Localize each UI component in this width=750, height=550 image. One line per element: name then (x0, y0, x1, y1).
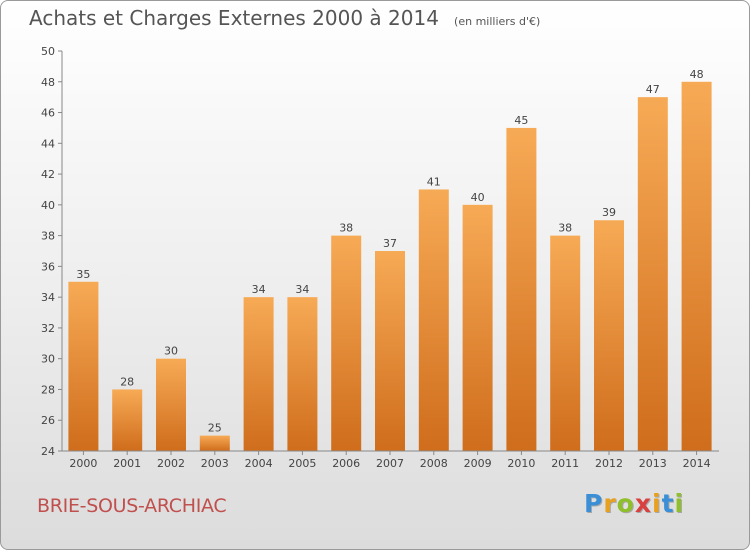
y-tick-label: 38 (41, 230, 55, 243)
chart-title-block: Achats et Charges Externes 2000 à 2014 (… (29, 6, 540, 30)
bar-2004 (243, 297, 274, 451)
bar-2012 (594, 220, 624, 451)
bar-2013 (637, 97, 668, 452)
data-label-2014: 48 (690, 68, 704, 81)
data-label-2010: 45 (514, 114, 528, 127)
data-label-2005: 34 (295, 283, 309, 296)
x-tick-label: 2004 (245, 457, 273, 470)
x-tick-label: 2003 (201, 457, 229, 470)
bar-2011 (550, 235, 581, 451)
data-label-2000: 35 (76, 268, 90, 281)
data-label-2007: 37 (383, 237, 397, 250)
x-tick-label: 2006 (332, 457, 360, 470)
x-tick-label: 2005 (288, 457, 316, 470)
x-tick-label: 2008 (420, 457, 448, 470)
y-tick-label: 24 (41, 445, 55, 458)
y-tick-label: 50 (41, 45, 55, 58)
y-tick-label: 28 (41, 383, 55, 396)
y-tick-label: 34 (41, 291, 55, 304)
logo-letter: r (603, 489, 617, 518)
data-label-2002: 30 (164, 345, 178, 358)
x-tick-label: 2013 (639, 457, 667, 470)
bar-2000 (68, 281, 99, 451)
data-label-2001: 28 (120, 375, 134, 388)
bar-2003 (199, 435, 230, 451)
data-label-2011: 38 (558, 222, 572, 235)
logo-letter: i (652, 489, 662, 518)
data-label-2012: 39 (602, 206, 616, 219)
y-tick-label: 48 (41, 76, 55, 89)
logo-letter: x (634, 489, 652, 518)
y-tick-label: 40 (41, 199, 55, 212)
y-tick-label: 44 (41, 137, 55, 150)
y-tick-label: 32 (41, 322, 55, 335)
bar-2006 (331, 235, 362, 451)
chart-title: Achats et Charges Externes 2000 à 2014 (29, 6, 439, 30)
bar-2002 (156, 358, 186, 451)
logo-letter: t (661, 489, 675, 518)
chart-unit-note: (en milliers d'€) (454, 15, 541, 28)
y-tick-label: 46 (41, 107, 55, 120)
bar-2008 (418, 189, 449, 451)
bar-2014 (681, 81, 712, 452)
x-tick-label: 2007 (376, 457, 404, 470)
x-tick-label: 2014 (683, 457, 711, 470)
data-label-2009: 40 (471, 191, 485, 204)
bar-2009 (462, 204, 493, 451)
bar-2001 (112, 389, 143, 451)
bar-2010 (506, 127, 537, 451)
data-label-2004: 34 (252, 283, 266, 296)
data-label-2003: 25 (208, 422, 222, 435)
y-tick-label: 26 (41, 414, 55, 427)
axes-layer: 24 26 28 30 32 34 36 38 40 42 44 46 48 50 35 2000 28 2001… (41, 45, 719, 470)
x-tick-label: 2010 (507, 457, 535, 470)
logo-letter: P (584, 489, 604, 518)
x-tick-label: 2001 (113, 457, 141, 470)
bar-2005 (287, 297, 318, 451)
bars-layer (68, 81, 712, 452)
y-tick-label: 42 (41, 168, 55, 181)
x-tick-label: 2012 (595, 457, 623, 470)
bar-2007 (375, 251, 405, 451)
data-label-2013: 47 (646, 83, 660, 96)
data-label-2008: 41 (427, 175, 441, 188)
x-tick-label: 2011 (551, 457, 579, 470)
data-label-2006: 38 (339, 222, 353, 235)
logo-letter: i (674, 489, 685, 518)
location-name: BRIE-SOUS-ARCHIAC (37, 495, 227, 517)
y-tick-label: 36 (41, 260, 55, 273)
logo-letter: o (616, 489, 635, 518)
x-tick-label: 2002 (157, 457, 185, 470)
y-tick-label: 30 (41, 353, 55, 366)
x-tick-label: 2009 (464, 457, 492, 470)
proxiti-logo: Proxiti (584, 489, 684, 518)
x-tick-label: 2000 (69, 457, 97, 470)
